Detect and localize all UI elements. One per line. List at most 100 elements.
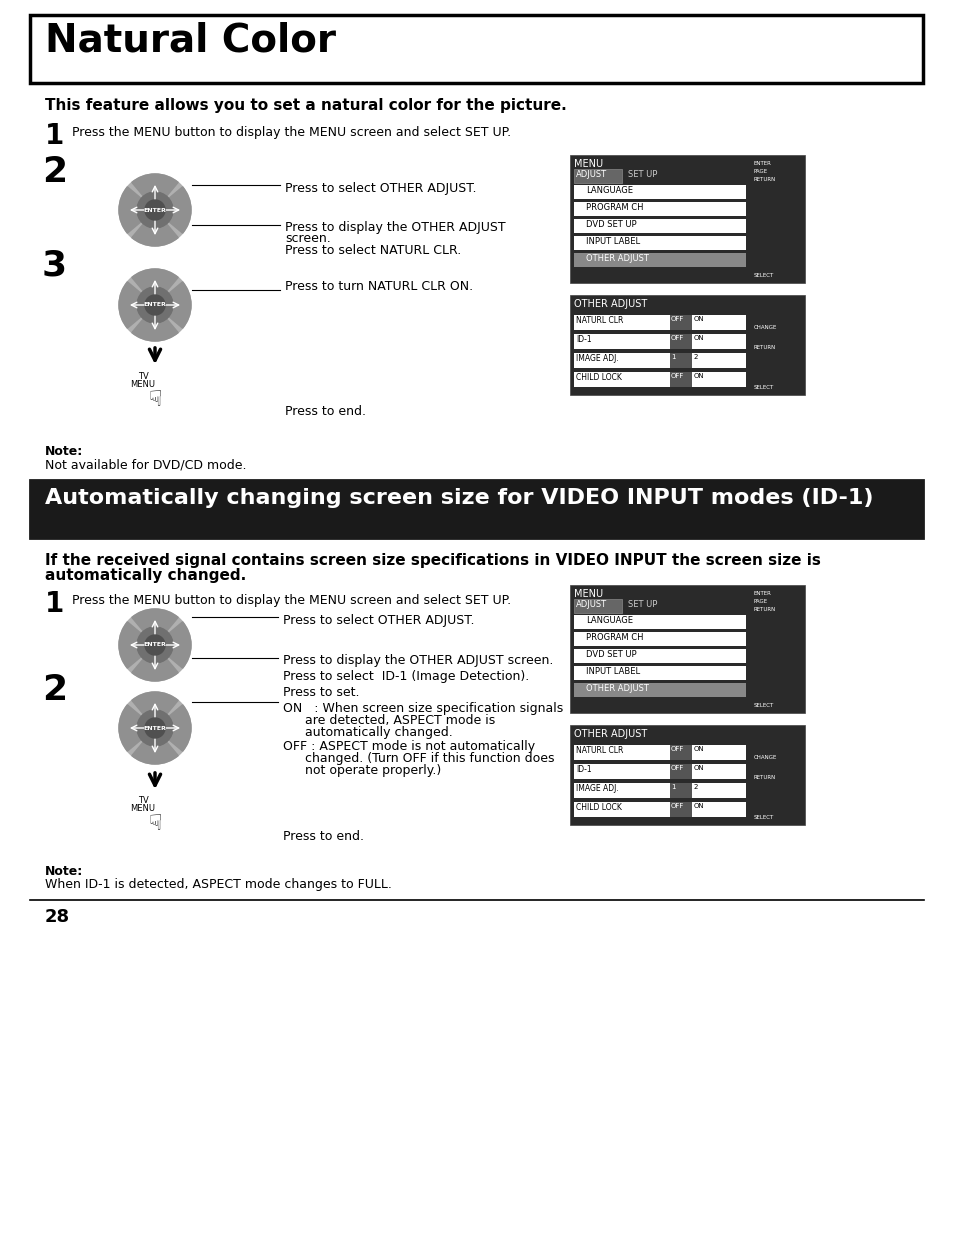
Text: OFF: OFF <box>670 373 683 379</box>
Circle shape <box>774 340 784 350</box>
Text: Press to select NATURL CLR.: Press to select NATURL CLR. <box>285 245 460 257</box>
Text: 2: 2 <box>693 354 698 359</box>
Text: Not available for DVD/CD mode.: Not available for DVD/CD mode. <box>45 458 246 471</box>
Text: Note:: Note: <box>45 864 83 878</box>
Text: RETURN: RETURN <box>753 177 776 182</box>
Text: ☟: ☟ <box>148 390 162 410</box>
Text: PAGE: PAGE <box>753 169 767 174</box>
Text: DVD SET UP: DVD SET UP <box>585 650 636 659</box>
Bar <box>569 156 804 283</box>
Bar <box>574 203 745 216</box>
Text: Press the MENU button to display the MENU screen and select SET UP.: Press the MENU button to display the MEN… <box>71 126 511 140</box>
Circle shape <box>760 629 799 669</box>
Text: MENU: MENU <box>574 159 602 169</box>
Wedge shape <box>760 206 780 232</box>
Text: CHILD LOCK: CHILD LOCK <box>576 803 621 811</box>
Text: 1: 1 <box>670 784 675 790</box>
Text: OTHER ADJUST: OTHER ADJUST <box>585 684 648 693</box>
Text: 2: 2 <box>42 673 67 706</box>
Text: ON: ON <box>693 373 704 379</box>
Text: OFF: OFF <box>670 746 683 752</box>
Bar <box>574 632 745 646</box>
Wedge shape <box>761 763 780 787</box>
Wedge shape <box>766 199 792 219</box>
Text: Automatically changing screen size for VIDEO INPUT modes (ID-1): Automatically changing screen size for V… <box>45 488 873 508</box>
Text: RETURN: RETURN <box>753 606 776 613</box>
Text: ENTER: ENTER <box>143 207 166 212</box>
Bar <box>669 315 691 330</box>
Wedge shape <box>132 305 178 341</box>
Wedge shape <box>780 763 797 787</box>
Wedge shape <box>760 636 780 662</box>
Wedge shape <box>767 345 791 363</box>
Text: MENU: MENU <box>131 380 155 389</box>
Text: CHANGE: CHANGE <box>753 325 777 330</box>
Text: When ID-1 is detected, ASPECT mode changes to FULL.: When ID-1 is detected, ASPECT mode chang… <box>45 878 392 890</box>
Circle shape <box>137 627 172 663</box>
Text: Press to select OTHER ADJUST.: Press to select OTHER ADJUST. <box>283 614 474 627</box>
Bar <box>669 333 691 350</box>
Text: Press to select OTHER ADJUST.: Press to select OTHER ADJUST. <box>285 182 476 195</box>
Bar <box>574 219 745 233</box>
Wedge shape <box>154 705 191 751</box>
Text: PAGE: PAGE <box>753 599 767 604</box>
Wedge shape <box>119 622 154 668</box>
Text: ADJUST: ADJUST <box>576 600 606 609</box>
Text: 3: 3 <box>42 248 67 282</box>
Wedge shape <box>132 692 178 727</box>
Circle shape <box>774 643 784 655</box>
Text: TV: TV <box>137 372 149 382</box>
Wedge shape <box>767 757 791 776</box>
Text: ENTER: ENTER <box>143 303 166 308</box>
Text: Press to set.: Press to set. <box>283 685 359 699</box>
Text: 1: 1 <box>45 122 64 149</box>
Circle shape <box>119 174 191 246</box>
Text: changed. (Turn OFF if this function does: changed. (Turn OFF if this function does <box>305 752 554 764</box>
Bar <box>669 764 691 779</box>
Text: OFF: OFF <box>670 764 683 771</box>
Text: SELECT: SELECT <box>753 385 774 390</box>
Circle shape <box>761 757 797 793</box>
Text: If the received signal contains screen size specifications in VIDEO INPUT the sc: If the received signal contains screen s… <box>45 553 820 568</box>
Text: OTHER ADJUST: OTHER ADJUST <box>574 299 646 309</box>
Text: SELECT: SELECT <box>753 273 774 278</box>
Circle shape <box>145 635 165 655</box>
Bar <box>669 353 691 368</box>
Text: LANGUAGE: LANGUAGE <box>585 186 633 195</box>
Bar <box>574 745 745 760</box>
Bar <box>574 315 745 330</box>
Text: RETURN: RETURN <box>753 776 776 781</box>
Wedge shape <box>132 645 178 680</box>
Text: ENTER: ENTER <box>143 642 166 647</box>
Bar <box>574 253 745 267</box>
Wedge shape <box>132 210 178 246</box>
Circle shape <box>769 638 789 659</box>
Text: INPUT LABEL: INPUT LABEL <box>585 237 639 246</box>
Text: ON: ON <box>693 764 704 771</box>
Text: SET UP: SET UP <box>627 600 657 609</box>
Text: OTHER ADJUST: OTHER ADJUST <box>574 729 646 739</box>
Text: SELECT: SELECT <box>753 815 774 820</box>
Text: automatically changed.: automatically changed. <box>305 726 453 739</box>
Circle shape <box>145 718 165 739</box>
Text: 28: 28 <box>45 908 71 926</box>
Bar <box>574 169 621 183</box>
Bar <box>574 372 745 387</box>
Text: not operate properly.): not operate properly.) <box>305 764 441 777</box>
Text: DVD SET UP: DVD SET UP <box>585 220 636 228</box>
Bar <box>30 15 923 83</box>
Text: MENU: MENU <box>131 804 155 813</box>
Bar <box>569 725 804 825</box>
Wedge shape <box>132 174 178 210</box>
Text: Note:: Note: <box>45 445 83 458</box>
Bar <box>669 783 691 798</box>
Bar <box>574 783 745 798</box>
Bar <box>574 236 745 249</box>
Text: IMAGE ADJ.: IMAGE ADJ. <box>576 784 618 793</box>
Bar <box>574 353 745 368</box>
Circle shape <box>137 710 172 746</box>
Bar <box>669 372 691 387</box>
Text: ENTER: ENTER <box>143 725 166 730</box>
Wedge shape <box>761 333 780 357</box>
Text: NATURL CLR: NATURL CLR <box>576 746 622 755</box>
